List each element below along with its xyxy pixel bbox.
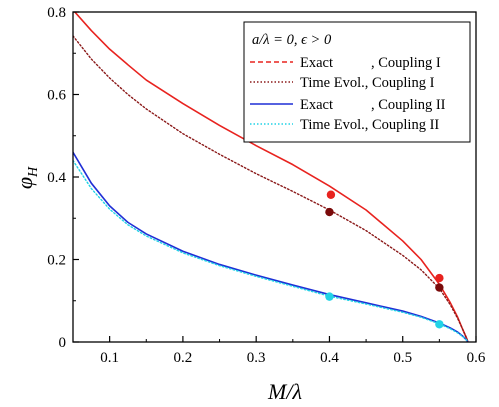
legend-label-timeevol-coupling-2: Time Evol., Coupling II (300, 117, 439, 133)
y-axis-title-sub: H (26, 166, 41, 178)
y-tick-label-1: 0 (59, 335, 67, 351)
data-point-marker-6 (435, 320, 444, 329)
x-tick-label-1: 0.1 (100, 350, 119, 366)
legend-label-exact-coupling-1: Exact (300, 55, 333, 71)
data-point-marker-3 (325, 292, 334, 301)
data-point-marker-5 (435, 283, 444, 292)
marker-layer (325, 190, 444, 329)
y-tick-label-2: 0.2 (47, 253, 66, 269)
legend-label-coupling-2-suffix: , Coupling II (371, 97, 446, 113)
data-point-marker-2 (325, 207, 334, 217)
y-axis-title: φH (12, 166, 41, 189)
legend-label-exact-coupling-2: Exact (300, 97, 333, 113)
x-tick-label-4: 0.4 (320, 350, 339, 366)
data-point-marker-4 (435, 273, 444, 283)
x-tick-label-2: 0.2 (174, 350, 193, 366)
y-axis-title-main: φ (12, 177, 37, 189)
legend-label-timeevol-coupling-1: Time Evol., Coupling I (300, 75, 435, 91)
y-tick-label-4: 0.6 (47, 88, 66, 104)
data-point-marker-1 (326, 190, 336, 199)
legend-label-coupling-1-suffix: , Coupling I (371, 55, 441, 71)
series-line-1 (73, 12, 469, 342)
x-axis-title: M/λ (267, 379, 302, 404)
y-tick-label-3: 0.4 (47, 170, 66, 186)
legend: a/λ = 0, ϵ > 0 Exact , Coupling I Time E… (243, 21, 471, 143)
y-tick-label-5: 0.8 (47, 5, 66, 21)
x-tick-label-5: 0.5 (393, 350, 412, 366)
x-tick-label-6: 0.6 (467, 350, 486, 366)
series-line-4 (73, 159, 469, 342)
legend-title: a/λ = 0, ϵ > 0 (252, 32, 332, 48)
series-line-2 (73, 35, 469, 342)
tick-layer: 0.1 0.2 0.3 0.4 0.5 0.6 0 0.2 0.4 0.6 0.8 (47, 5, 486, 366)
x-tick-label-3: 0.3 (247, 350, 266, 366)
